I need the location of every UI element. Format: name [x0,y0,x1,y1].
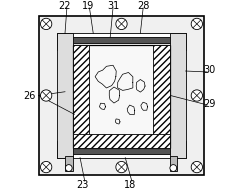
Bar [57,33,186,50]
Circle shape [41,90,52,101]
Bar [39,16,204,175]
Circle shape [191,18,202,30]
Bar [170,156,177,171]
Text: 19: 19 [82,1,95,11]
Bar [65,156,72,171]
Bar [170,33,186,158]
Circle shape [65,165,72,171]
Text: 30: 30 [203,65,215,75]
Bar [153,45,170,148]
Text: 26: 26 [23,91,35,100]
Bar [65,37,178,43]
Circle shape [41,18,52,30]
Bar [57,141,186,158]
Circle shape [170,165,177,171]
Text: 22: 22 [59,1,71,11]
Bar [73,45,170,148]
Circle shape [116,161,127,173]
Text: 31: 31 [107,1,119,11]
Text: 29: 29 [203,99,215,109]
Circle shape [191,90,202,101]
Circle shape [116,18,127,30]
Text: 18: 18 [124,180,136,190]
Text: 23: 23 [77,180,89,190]
Bar [73,45,89,148]
Circle shape [41,161,52,173]
Bar [73,134,170,148]
Bar [65,148,178,154]
Text: 28: 28 [137,1,149,11]
Bar [57,33,73,158]
Circle shape [191,161,202,173]
